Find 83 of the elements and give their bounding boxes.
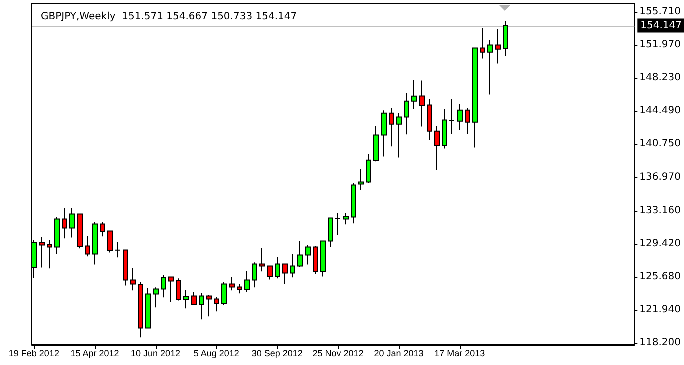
candlestick xyxy=(427,98,432,141)
y-tick-label: 133.160 xyxy=(640,205,682,216)
x-tick-label: 30 Sep 2012 xyxy=(252,348,303,358)
candlestick xyxy=(115,241,121,258)
candlestick xyxy=(168,276,174,302)
candlestick xyxy=(373,126,379,162)
candlestick xyxy=(343,212,349,226)
candlestick xyxy=(183,289,189,310)
candlestick xyxy=(138,282,143,338)
candlestick xyxy=(297,240,303,268)
candlestick xyxy=(153,287,159,308)
candlestick xyxy=(404,92,409,136)
x-tick-label: 25 Nov 2012 xyxy=(312,348,364,358)
candlestick xyxy=(480,28,485,60)
candlestick xyxy=(457,104,463,130)
candlestick xyxy=(100,222,105,238)
x-tick-label: 15 Apr 2012 xyxy=(70,348,120,358)
candlestick xyxy=(442,108,447,150)
y-tick-label: 140.750 xyxy=(640,138,682,150)
x-tick-label: 10 Jun 2012 xyxy=(131,348,181,358)
candlestick xyxy=(206,294,212,318)
candlestick xyxy=(39,236,45,268)
candlestick xyxy=(199,292,204,320)
candlestick xyxy=(214,296,219,312)
candlestick xyxy=(123,250,128,286)
y-tick-label: 136.970 xyxy=(640,172,682,183)
y-tick-label: 129.420 xyxy=(640,238,682,250)
text: GBPJPY,Weekly 151.571 154.667 150.733 154.147 xyxy=(41,12,298,22)
candlestick xyxy=(419,80,425,128)
candlestick xyxy=(62,208,67,240)
x-tick-label: 17 Mar 2013 xyxy=(434,348,486,358)
candlestick xyxy=(328,218,333,248)
candlestick xyxy=(290,253,295,278)
candlestick xyxy=(191,292,197,306)
candlestick xyxy=(237,284,242,294)
candlestick xyxy=(449,98,455,134)
candlestick xyxy=(176,278,181,302)
candlestick xyxy=(229,276,235,292)
candlestick xyxy=(47,240,52,270)
candlestick xyxy=(69,208,75,238)
candlestick xyxy=(335,212,341,236)
candlestick xyxy=(85,235,90,258)
candlestick xyxy=(351,182,356,224)
candlestick xyxy=(411,80,417,110)
y-tick-label: 151.970 xyxy=(640,40,682,51)
candlestick xyxy=(495,28,501,64)
candlestick xyxy=(259,247,265,272)
y-tick-label: 155.710 xyxy=(640,6,682,18)
y-tick-label: 125.680 xyxy=(640,271,682,282)
candlestick xyxy=(244,270,250,294)
candlestick xyxy=(366,153,371,184)
candlestick xyxy=(221,282,227,306)
y-tick-label: 144.490 xyxy=(640,106,682,117)
candlestick xyxy=(503,20,508,56)
candlestick xyxy=(465,108,470,135)
candlestick xyxy=(389,108,394,148)
x-tick-label: 20 Jan 2013 xyxy=(374,348,424,358)
candlestick xyxy=(320,240,326,278)
candlestick xyxy=(252,262,257,288)
candlestick xyxy=(487,40,493,96)
candlestick xyxy=(396,112,402,158)
candlestick xyxy=(54,216,60,255)
candlestick xyxy=(77,213,83,250)
candlestick xyxy=(381,110,387,158)
candlestick xyxy=(145,288,151,329)
candlestick xyxy=(358,168,364,191)
candlestick xyxy=(107,230,113,254)
candlestick xyxy=(92,222,98,266)
candlestick xyxy=(434,126,440,170)
candlestick xyxy=(472,48,478,148)
candlestick xyxy=(161,274,166,298)
candlestick xyxy=(305,244,311,266)
candlestick xyxy=(282,264,288,285)
y-tick-label: 148.230 xyxy=(640,72,682,84)
candlestick xyxy=(313,246,318,275)
y-tick-label: 118.200 xyxy=(640,337,682,348)
candlestick xyxy=(130,267,136,292)
y-tick-label: 121.940 xyxy=(640,304,682,316)
candlestick xyxy=(275,256,280,280)
candlestick xyxy=(267,266,273,280)
ref-line-label: 154.147 xyxy=(640,20,682,32)
x-tick-label: 5 Aug 2012 xyxy=(194,348,240,358)
x-tick-label: 19 Feb 2012 xyxy=(8,348,60,358)
